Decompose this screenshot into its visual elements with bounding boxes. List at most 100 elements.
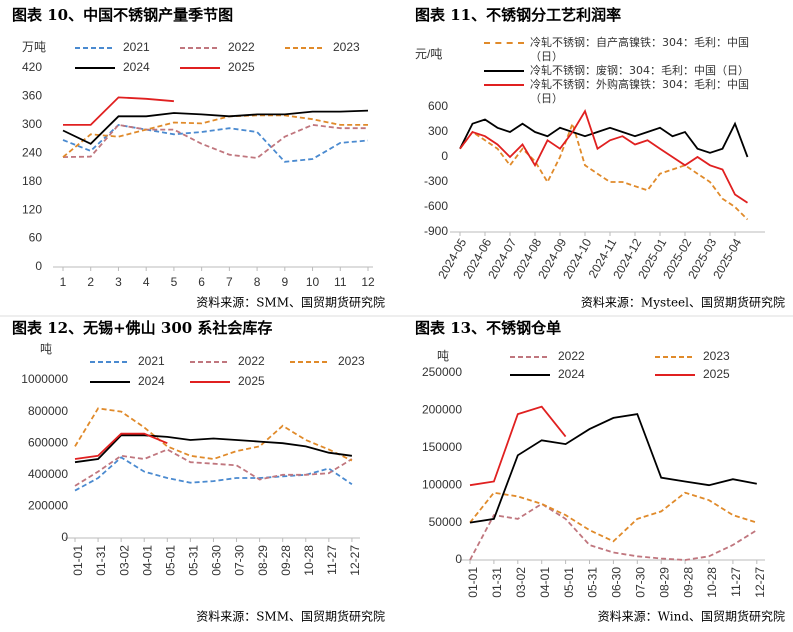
y-tick-label: 0: [441, 149, 448, 163]
x-tick-label: 12-27: [753, 567, 767, 598]
y-tick-label: 180: [22, 174, 42, 188]
series-line: [74, 448, 353, 487]
source: 资料来源：SMM、国贸期货研究院: [196, 609, 385, 624]
x-tick-label: 04-01: [140, 545, 154, 576]
x-tick-label: 07-30: [633, 567, 647, 598]
x-tick-label: 6: [198, 275, 205, 289]
y-tick-label: 120: [22, 202, 42, 216]
series-line: [459, 109, 748, 204]
series-line: [74, 407, 353, 462]
legend-swatch: [484, 70, 524, 72]
x-tick-label: 04-01: [538, 567, 552, 598]
y-tick-label: 250000: [422, 365, 462, 379]
legend-label: 2025: [228, 60, 255, 74]
x-tick-label: 05-01: [163, 545, 177, 576]
x-tick-label: 1: [60, 275, 67, 289]
x-tick-label: 09-28: [279, 545, 293, 576]
legend-label: 2022: [558, 349, 585, 363]
chart-title: 图表 10、中国不锈钢产量季节图: [12, 6, 233, 24]
y-tick-label: -300: [424, 174, 448, 188]
y-tick-label: 600000: [28, 435, 68, 449]
x-tick-label: 10-28: [705, 567, 719, 598]
y-tick-label: 0: [455, 552, 462, 566]
x-tick-label: 07-30: [233, 545, 247, 576]
legend: 冷轧不锈钢：自产高镍铁：304：毛利：中国（日） 冷轧不锈钢：废钢：304：毛利：…: [484, 36, 784, 106]
y-tick-label: 150000: [422, 440, 462, 454]
x-tick-label: 12: [361, 275, 375, 289]
x-tick-label: 01-01: [466, 567, 480, 598]
source: 资料来源：Wind、国贸期货研究院: [598, 609, 785, 624]
x-tick-label: 08-29: [256, 545, 270, 576]
chart-title: 图表 11、不锈钢分工艺利润率: [415, 6, 621, 24]
chart-title: 图表 12、无锡+佛山 300 系社会库存: [12, 319, 272, 337]
y-tick-label: 300: [22, 117, 42, 131]
x-tick-label: 11: [334, 275, 347, 289]
legend-item: 冷轧不锈钢：废钢：304：毛利：中国（日）: [484, 64, 762, 78]
legend-swatch: [484, 42, 524, 44]
source: 资料来源：SMM、国贸期货研究院: [196, 295, 385, 310]
legend-swatch: [484, 84, 524, 86]
x-tick-label: 5: [171, 275, 178, 289]
y-tick-label: 600: [428, 99, 448, 113]
x-tick-label: 10: [306, 275, 320, 289]
series-line: [62, 123, 369, 163]
series-line: [62, 109, 369, 145]
source: 资料来源：Mysteel、国贸期货研究院: [581, 295, 785, 310]
series-line: [469, 413, 757, 524]
x-tick-label: 7: [226, 275, 233, 289]
y-tick-label: -900: [424, 224, 448, 238]
series-line: [469, 405, 567, 487]
legend-label: 2021: [123, 40, 150, 54]
legend-label: 2022: [228, 40, 255, 54]
chart-title: 图表 13、不锈钢仓单: [415, 319, 561, 337]
legend-label: 2023: [338, 354, 365, 368]
series-line: [459, 118, 749, 158]
x-tick-label: 3: [115, 275, 122, 289]
y-tick-label: 420: [22, 60, 42, 74]
x-tick-label: 11-27: [729, 567, 743, 597]
x-tick-label: 2: [87, 275, 94, 289]
series-line: [63, 96, 174, 126]
x-tick-label: 06-30: [210, 545, 224, 576]
y-tick-label: 0: [61, 530, 68, 544]
series-line: [469, 491, 758, 543]
y-tick-label: 360: [22, 89, 42, 103]
legend-label: 2024: [138, 374, 165, 388]
legend-label: 冷轧不锈钢：废钢：304：毛利：中国（日）: [530, 64, 749, 77]
series-line: [62, 123, 368, 159]
x-tick-label: 4: [143, 275, 150, 289]
y-tick-label: 50000: [429, 515, 463, 529]
legend-label: 冷轧不锈钢：自产高镍铁：304：毛利：中国（日）: [530, 36, 749, 63]
y-tick-label: 0: [35, 259, 42, 273]
y-axis-label: 万吨: [22, 40, 46, 54]
y-axis-label: 元/吨: [415, 47, 442, 61]
legend-item: 冷轧不锈钢：外购高镍铁：304：毛利：中国（日）: [484, 78, 762, 106]
legend-label: 2025: [238, 374, 265, 388]
legend-label: 2024: [558, 367, 585, 381]
x-tick-label: 08-29: [657, 567, 671, 598]
legend-label: 2022: [238, 354, 265, 368]
x-tick-label: 05-31: [586, 567, 600, 598]
series-line: [74, 434, 353, 464]
x-tick-label: 12-27: [348, 545, 362, 576]
y-tick-label: 200000: [28, 499, 68, 513]
legend-item: 冷轧不锈钢：自产高镍铁：304：毛利：中国（日）: [484, 36, 762, 64]
series-line: [74, 456, 353, 492]
x-tick-label: 01-31: [94, 545, 108, 576]
x-tick-label: 09-28: [681, 567, 695, 598]
x-tick-label: 03-02: [117, 545, 131, 576]
x-tick-label: 01-01: [71, 545, 85, 576]
y-tick-label: 60: [29, 231, 43, 245]
y-tick-label: 800000: [28, 404, 68, 418]
y-tick-label: -600: [424, 199, 448, 213]
y-tick-label: 240: [22, 145, 42, 159]
y-axis-label: 吨: [437, 349, 449, 363]
x-tick-label: 9: [281, 275, 288, 289]
legend-label: 2023: [703, 349, 730, 363]
x-tick-label: 11-27: [325, 545, 339, 575]
y-tick-label: 300: [428, 124, 448, 138]
x-tick-label: 06-30: [610, 567, 624, 598]
x-tick-label: 8: [254, 275, 261, 289]
